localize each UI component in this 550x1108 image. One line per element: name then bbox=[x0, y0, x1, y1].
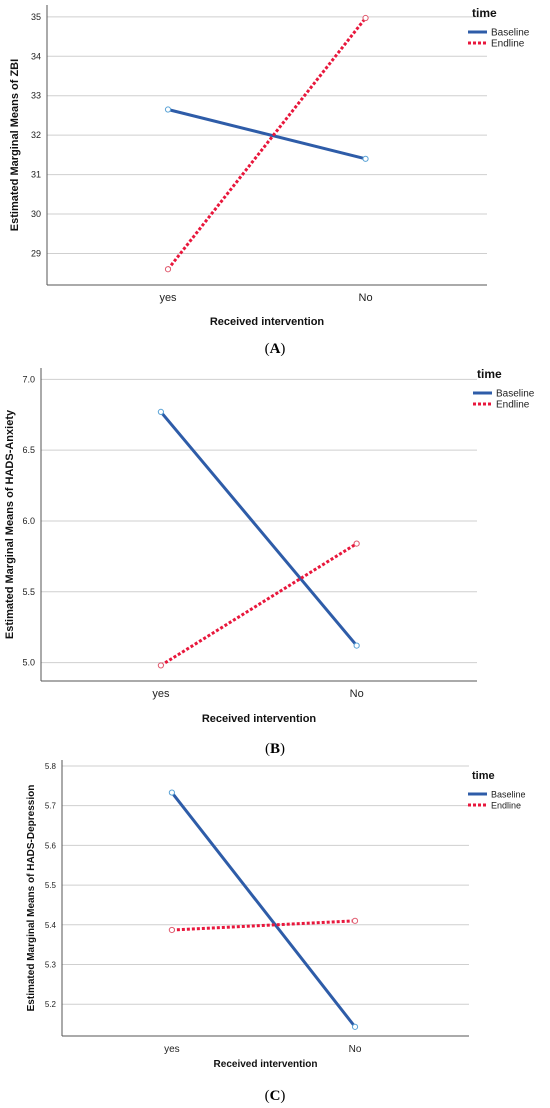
panel-a-y-axis-title: Estimated Marginal Means of ZBI bbox=[9, 59, 21, 231]
panel-b-series-endline-point bbox=[157, 662, 164, 669]
panel-b-y-axis-title: Estimated Marginal Means of HADS-Anxiety bbox=[4, 409, 16, 639]
panel-b-series-baseline-line bbox=[159, 410, 358, 647]
panel-c-series-baseline-point bbox=[168, 789, 175, 796]
panel-a-series-baseline-point bbox=[362, 155, 369, 162]
panel-b-x-tick-label: No bbox=[350, 688, 364, 700]
panel-a-y-tick-label: 30 bbox=[31, 209, 41, 219]
chart-panel-b: 5.0 5.5 6.0 6.5 7.0 yes No Received interventio… bbox=[4, 367, 535, 757]
panel-a-caption: (A) bbox=[265, 341, 286, 357]
panel-c-y-tick-label: 5.2 bbox=[45, 1000, 57, 1009]
panel-b-legend-label-endline: Endline bbox=[496, 400, 530, 411]
panel-c-y-tick-label: 5.3 bbox=[45, 961, 57, 970]
panel-b-caption: (B) bbox=[265, 741, 285, 757]
panel-c-y-tick-label: 5.5 bbox=[45, 881, 57, 890]
panel-a-y-tick-label: 32 bbox=[31, 130, 41, 140]
panel-a-x-axis-title: Received intervention bbox=[210, 316, 325, 328]
panel-a-series-baseline-line bbox=[167, 108, 366, 161]
panel-a-legend-label-baseline: Baseline bbox=[491, 28, 530, 39]
panel-a-x-tick-label: yes bbox=[159, 292, 177, 304]
panel-a-y-tick-label: 33 bbox=[31, 91, 41, 101]
panel-c-y-tick-label: 5.4 bbox=[45, 921, 57, 930]
panel-c-legend-title: time bbox=[472, 770, 495, 782]
panel-c-legend-label-baseline: Baseline bbox=[491, 790, 526, 800]
panel-b-x-axis-title: Received intervention bbox=[202, 713, 317, 725]
panel-b-legend-title: time bbox=[477, 367, 502, 381]
panel-b-y-tick-label: 5.0 bbox=[22, 658, 35, 668]
panel-c-y-tick-label: 5.8 bbox=[45, 762, 57, 771]
panel-c-series-baseline-line bbox=[170, 791, 357, 1028]
panel-b-y-tick-label: 6.0 bbox=[22, 516, 35, 526]
panel-a-x-tick-label: No bbox=[359, 292, 373, 304]
panel-a-y-tick-label: 31 bbox=[31, 170, 41, 180]
panel-c-y-tick-label: 5.7 bbox=[45, 802, 57, 811]
panel-b-y-tick-label: 6.5 bbox=[22, 445, 35, 455]
panel-c-y-tick-label: 5.6 bbox=[45, 841, 57, 850]
panel-c-legend-label-endline: Endline bbox=[491, 801, 521, 811]
panel-b-series-endline-line bbox=[160, 542, 358, 667]
panel-c-series-endline-point bbox=[351, 917, 359, 924]
panel-b-series-endline-point bbox=[353, 540, 360, 547]
panel-a-series-endline-point bbox=[164, 266, 172, 273]
panel-a-series-endline-line bbox=[166, 17, 367, 271]
panel-b-x-tick-label: yes bbox=[152, 688, 170, 700]
panel-c-x-axis-title: Received intervention bbox=[214, 1059, 318, 1070]
panel-c-x-tick-label: yes bbox=[164, 1044, 180, 1055]
chart-panel-c: 5.2 5.3 5.4 5.5 5.6 5.7 5.8 yes No Received inter… bbox=[26, 760, 526, 1104]
panel-c-y-axis-title: Estimated Marginal Means of HADS-Depress… bbox=[26, 785, 37, 1012]
panel-a-y-tick-label: 35 bbox=[31, 12, 41, 22]
panel-a-series-endline-point bbox=[362, 14, 369, 22]
panel-c-series-baseline-point bbox=[351, 1023, 359, 1030]
panel-c-series-endline-point bbox=[168, 926, 175, 934]
panel-a-y-tick-label: 29 bbox=[31, 248, 41, 258]
panel-b-y-tick-label: 5.5 bbox=[22, 587, 35, 597]
panel-c-x-tick-label: No bbox=[349, 1044, 362, 1055]
panel-b-legend-label-baseline: Baseline bbox=[496, 389, 535, 400]
panel-c-caption: (C) bbox=[265, 1088, 286, 1104]
panel-b-series-baseline-point bbox=[353, 642, 360, 649]
chart-panel-a: 29 30 31 32 33 34 35 yes No Received intervention… bbox=[9, 5, 530, 357]
panel-b-series-baseline-point bbox=[157, 408, 164, 416]
panel-a-legend-title: time bbox=[472, 6, 497, 20]
panel-a-legend-label-endline: Endline bbox=[491, 39, 525, 50]
panel-b-y-tick-label: 7.0 bbox=[22, 374, 35, 384]
panel-a-y-tick-label: 34 bbox=[31, 51, 41, 61]
panel-a-series-baseline-point bbox=[164, 106, 172, 113]
panel-c-series-endline-line bbox=[171, 919, 356, 932]
